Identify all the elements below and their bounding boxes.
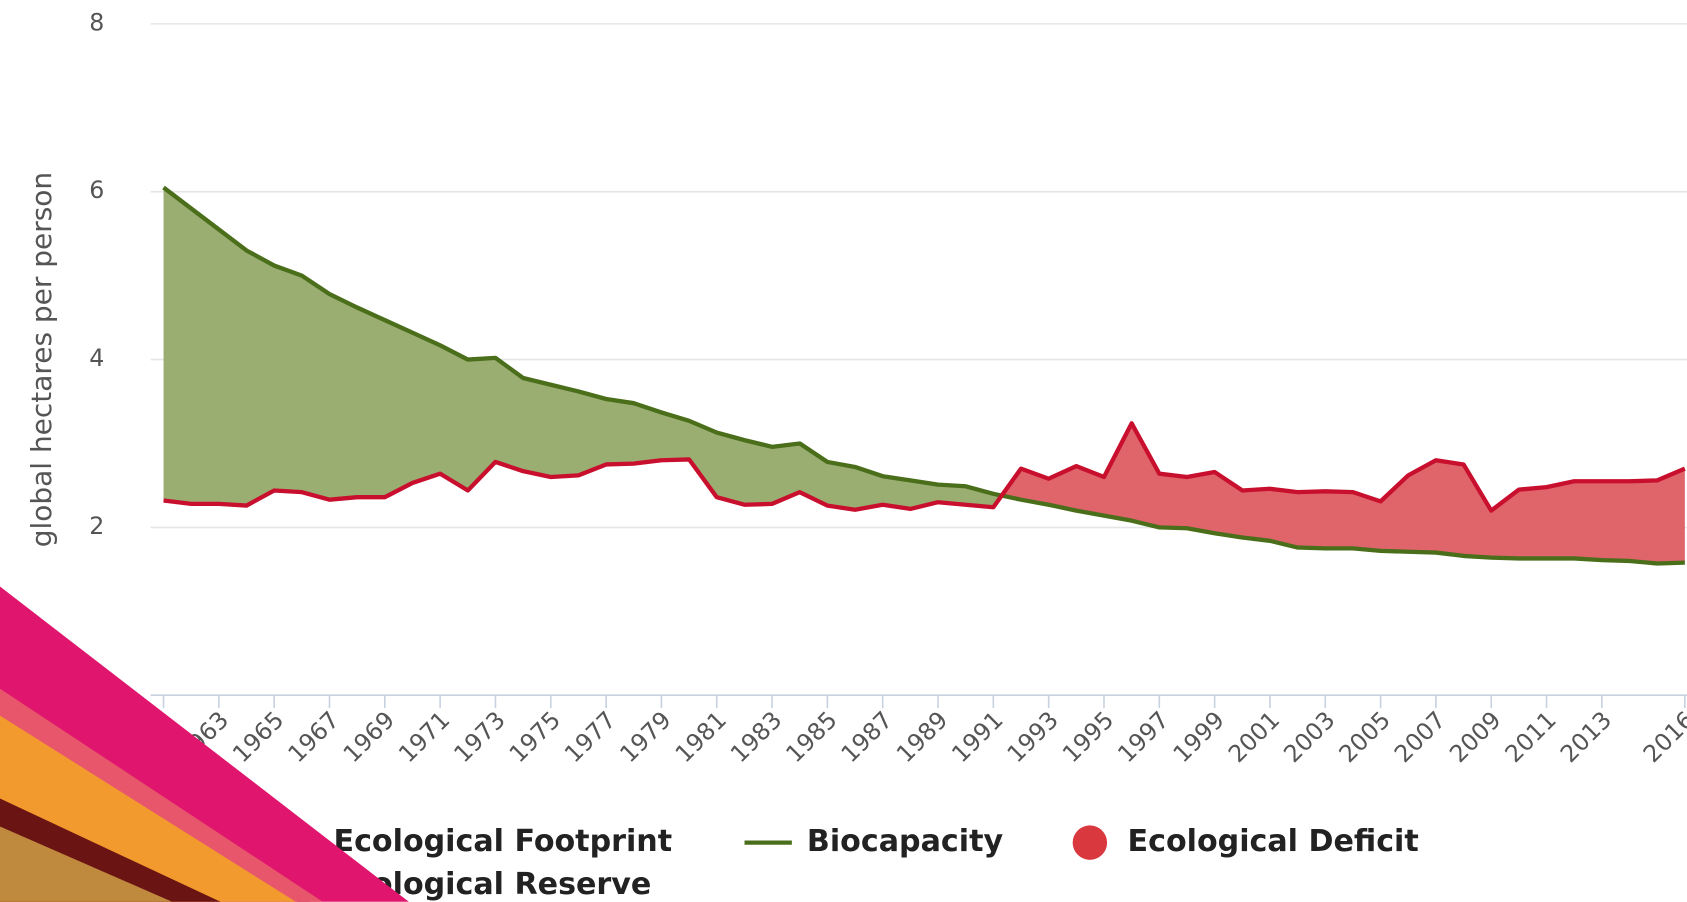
x-tick-label: 2001 [1223, 706, 1285, 768]
x-tick-label: 1991 [946, 706, 1008, 768]
x-tick-label: 1985 [780, 706, 842, 768]
y-tick-label: 4 [89, 344, 104, 372]
x-tick-label: 1995 [1057, 706, 1119, 768]
x-tick-label: 2016 [1638, 706, 1687, 768]
deficit-area [163, 423, 1685, 564]
x-tick-label: 1979 [614, 706, 676, 768]
x-tick-label: 1967 [282, 706, 344, 768]
x-tick-label: 1973 [448, 706, 510, 768]
legend-label: Biocapacity [807, 824, 1004, 859]
x-tick-label: 1987 [836, 706, 898, 768]
reserve-area [163, 187, 1685, 511]
legend: Ecological Footprint Biocapacity Ecologica… [281, 824, 1419, 902]
x-tick-label: 1999 [1168, 706, 1230, 768]
legend-label: Ecological Deficit [1128, 824, 1419, 859]
x-tick-label: 1997 [1112, 706, 1174, 768]
x-tick-label: 1993 [1002, 706, 1064, 768]
x-tick-label: 1983 [725, 706, 787, 768]
x-tick-label: 1977 [559, 706, 621, 768]
series-line [162, 185, 1685, 566]
x-tick-label: 2003 [1278, 706, 1340, 768]
x-tick-label: 1975 [504, 706, 566, 768]
x-tick-label: 2013 [1555, 706, 1617, 768]
y-axis-label: global hectares per person [25, 172, 58, 547]
decoration [0, 586, 409, 902]
x-tick-label: 2007 [1389, 706, 1451, 768]
x-tick-label: 1989 [891, 706, 953, 768]
legend-label: Ecological Footprint [334, 824, 673, 859]
x-tick-label: 2005 [1333, 706, 1395, 768]
x-tick-label: 1965 [227, 706, 289, 768]
y-tick-label: 2 [89, 512, 104, 540]
x-tick-label: 1981 [670, 706, 732, 768]
plot: 0246819611963196519671969197119731975197… [89, 8, 1687, 768]
y-tick-label: 6 [89, 176, 104, 204]
legend-swatch [1072, 825, 1108, 860]
x-tick-label: 1971 [393, 706, 455, 768]
x-tick-label: 2009 [1444, 706, 1506, 768]
series-line [163, 421, 1686, 513]
x-tick-label: 1969 [338, 706, 400, 768]
x-tick-label: 2011 [1499, 706, 1561, 768]
y-tick-label: 8 [89, 8, 104, 36]
